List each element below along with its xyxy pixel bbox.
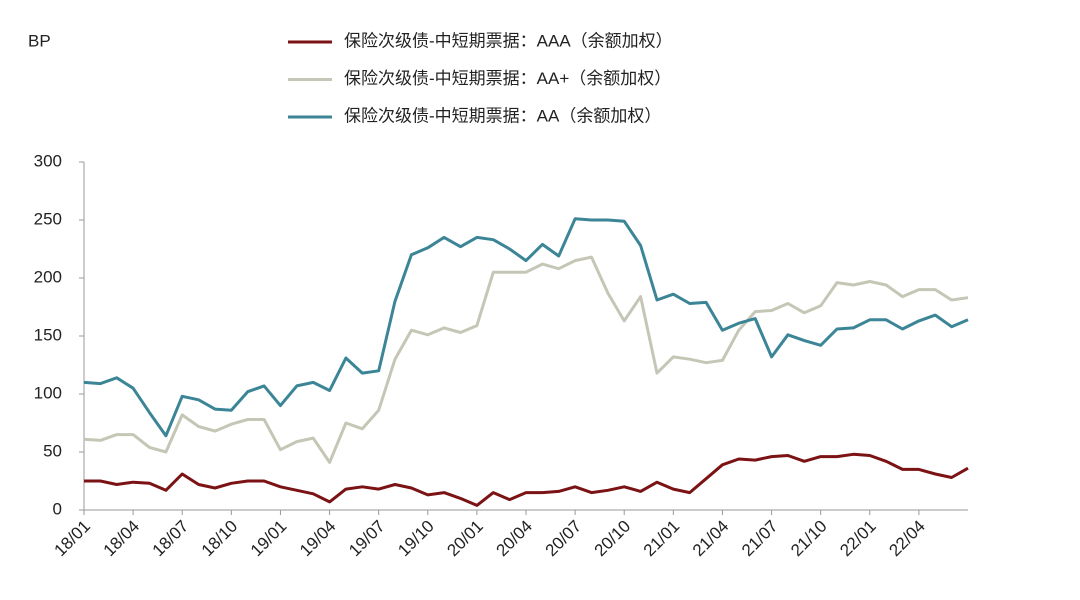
x-tick-label: 22/04 [885, 517, 929, 561]
x-tick-label: 18/01 [50, 517, 94, 561]
x-tick-label: 21/07 [738, 517, 782, 561]
x-tick-label: 21/01 [640, 517, 684, 561]
x-tick-label: 20/10 [591, 517, 635, 561]
y-tick-label: 150 [34, 325, 62, 344]
legend-label: 保险次级债-中短期票据：AAA（余额加权） [344, 31, 673, 50]
x-tick-label: 21/10 [787, 517, 831, 561]
y-tick-label: 50 [43, 441, 62, 460]
y-axis-unit: BP [28, 31, 51, 50]
x-tick-label: 19/04 [296, 517, 340, 561]
legend-label: 保险次级债-中短期票据：AA+（余额加权） [344, 69, 671, 88]
series-line [83, 217, 969, 438]
x-tick-label: 19/01 [247, 517, 291, 561]
x-tick-label: 22/01 [836, 517, 880, 561]
x-tick-label: 21/04 [689, 517, 733, 561]
x-tick-label: 18/07 [149, 517, 193, 561]
y-tick-label: 300 [34, 151, 62, 170]
series-line [83, 255, 969, 464]
x-tick-label: 18/10 [198, 517, 242, 561]
y-tick-label: 200 [34, 267, 62, 286]
x-tick-label: 20/07 [542, 517, 586, 561]
legend-label: 保险次级债-中短期票据：AA（余额加权） [344, 106, 661, 125]
x-tick-label: 19/10 [394, 517, 438, 561]
x-tick-label: 20/04 [492, 517, 536, 561]
y-tick-label: 0 [53, 499, 62, 518]
y-tick-label: 250 [34, 209, 62, 228]
series-line [84, 452, 969, 507]
x-tick-label: 20/01 [443, 517, 487, 561]
y-tick-label: 100 [34, 383, 62, 402]
x-tick-label: 19/07 [345, 517, 389, 561]
x-tick-label: 18/04 [100, 517, 144, 561]
